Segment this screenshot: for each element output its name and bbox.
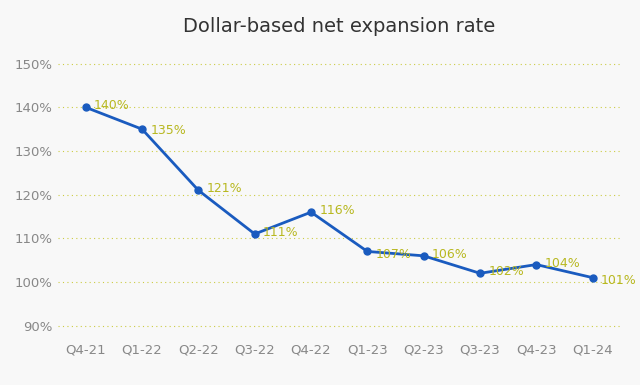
Text: 104%: 104% xyxy=(545,257,580,270)
Text: 106%: 106% xyxy=(432,248,468,261)
Text: 121%: 121% xyxy=(207,182,243,196)
Text: 107%: 107% xyxy=(376,248,412,261)
Text: 111%: 111% xyxy=(263,226,299,239)
Text: 116%: 116% xyxy=(319,204,355,217)
Title: Dollar-based net expansion rate: Dollar-based net expansion rate xyxy=(183,17,495,36)
Text: 101%: 101% xyxy=(601,274,637,287)
Text: 102%: 102% xyxy=(488,265,524,278)
Text: 140%: 140% xyxy=(94,99,130,112)
Text: 135%: 135% xyxy=(150,124,186,137)
